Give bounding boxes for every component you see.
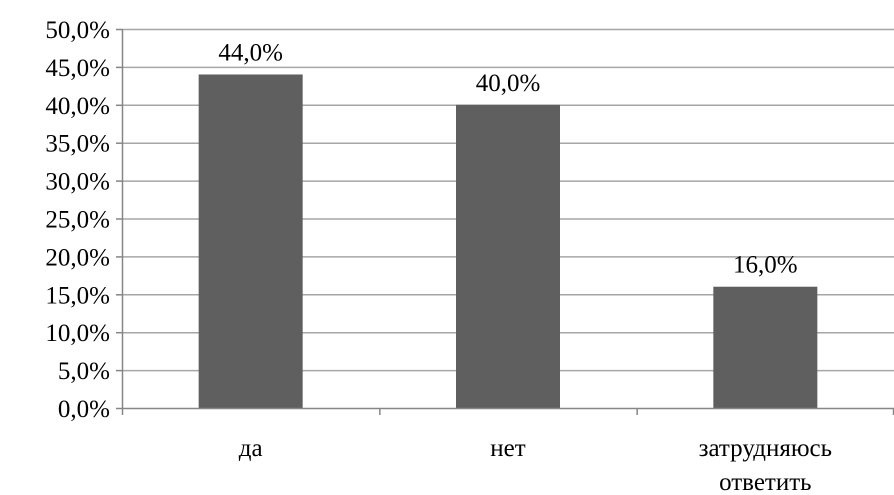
- category-label-line: нет: [490, 435, 525, 462]
- category-label-line: да: [239, 435, 263, 462]
- y-tick-label: 25,0%: [45, 207, 110, 234]
- category-label-1: да: [239, 435, 263, 462]
- y-tick-label: 20,0%: [45, 244, 110, 271]
- y-tick-label: 5,0%: [58, 358, 110, 385]
- data-label-3: 16,0%: [733, 252, 798, 279]
- category-label-2: нет: [490, 435, 525, 462]
- y-tick-label: 0,0%: [58, 396, 110, 423]
- data-labels: 44,0% 40,0% 16,0%: [218, 39, 797, 278]
- y-tick-label: 50,0%: [45, 17, 110, 44]
- axes: [116, 28, 894, 415]
- category-label-line: затрудняюсь: [699, 435, 832, 462]
- data-label-2: 40,0%: [476, 70, 541, 97]
- bar-2: [456, 104, 560, 409]
- category-label-3: затрудняюсь ответить: [699, 435, 832, 495]
- bar-1: [198, 74, 303, 408]
- bar-3: [713, 286, 818, 408]
- y-tick-labels: 0,0% 5,0% 10,0% 15,0% 20,0% 25,0% 30,0% 35,0% 40…: [45, 17, 110, 423]
- y-tick-label: 40,0%: [45, 93, 110, 120]
- y-tick-label: 10,0%: [45, 320, 110, 347]
- data-label-1: 44,0%: [218, 39, 283, 66]
- y-tick-label: 15,0%: [45, 282, 110, 309]
- y-tick-label: 30,0%: [45, 169, 110, 196]
- category-label-line: ответить: [719, 469, 811, 495]
- y-tick-label: 45,0%: [45, 55, 110, 82]
- category-labels: да нет затрудняюсь ответить: [239, 435, 832, 495]
- bars: [198, 74, 818, 409]
- y-tick-label: 35,0%: [45, 131, 110, 158]
